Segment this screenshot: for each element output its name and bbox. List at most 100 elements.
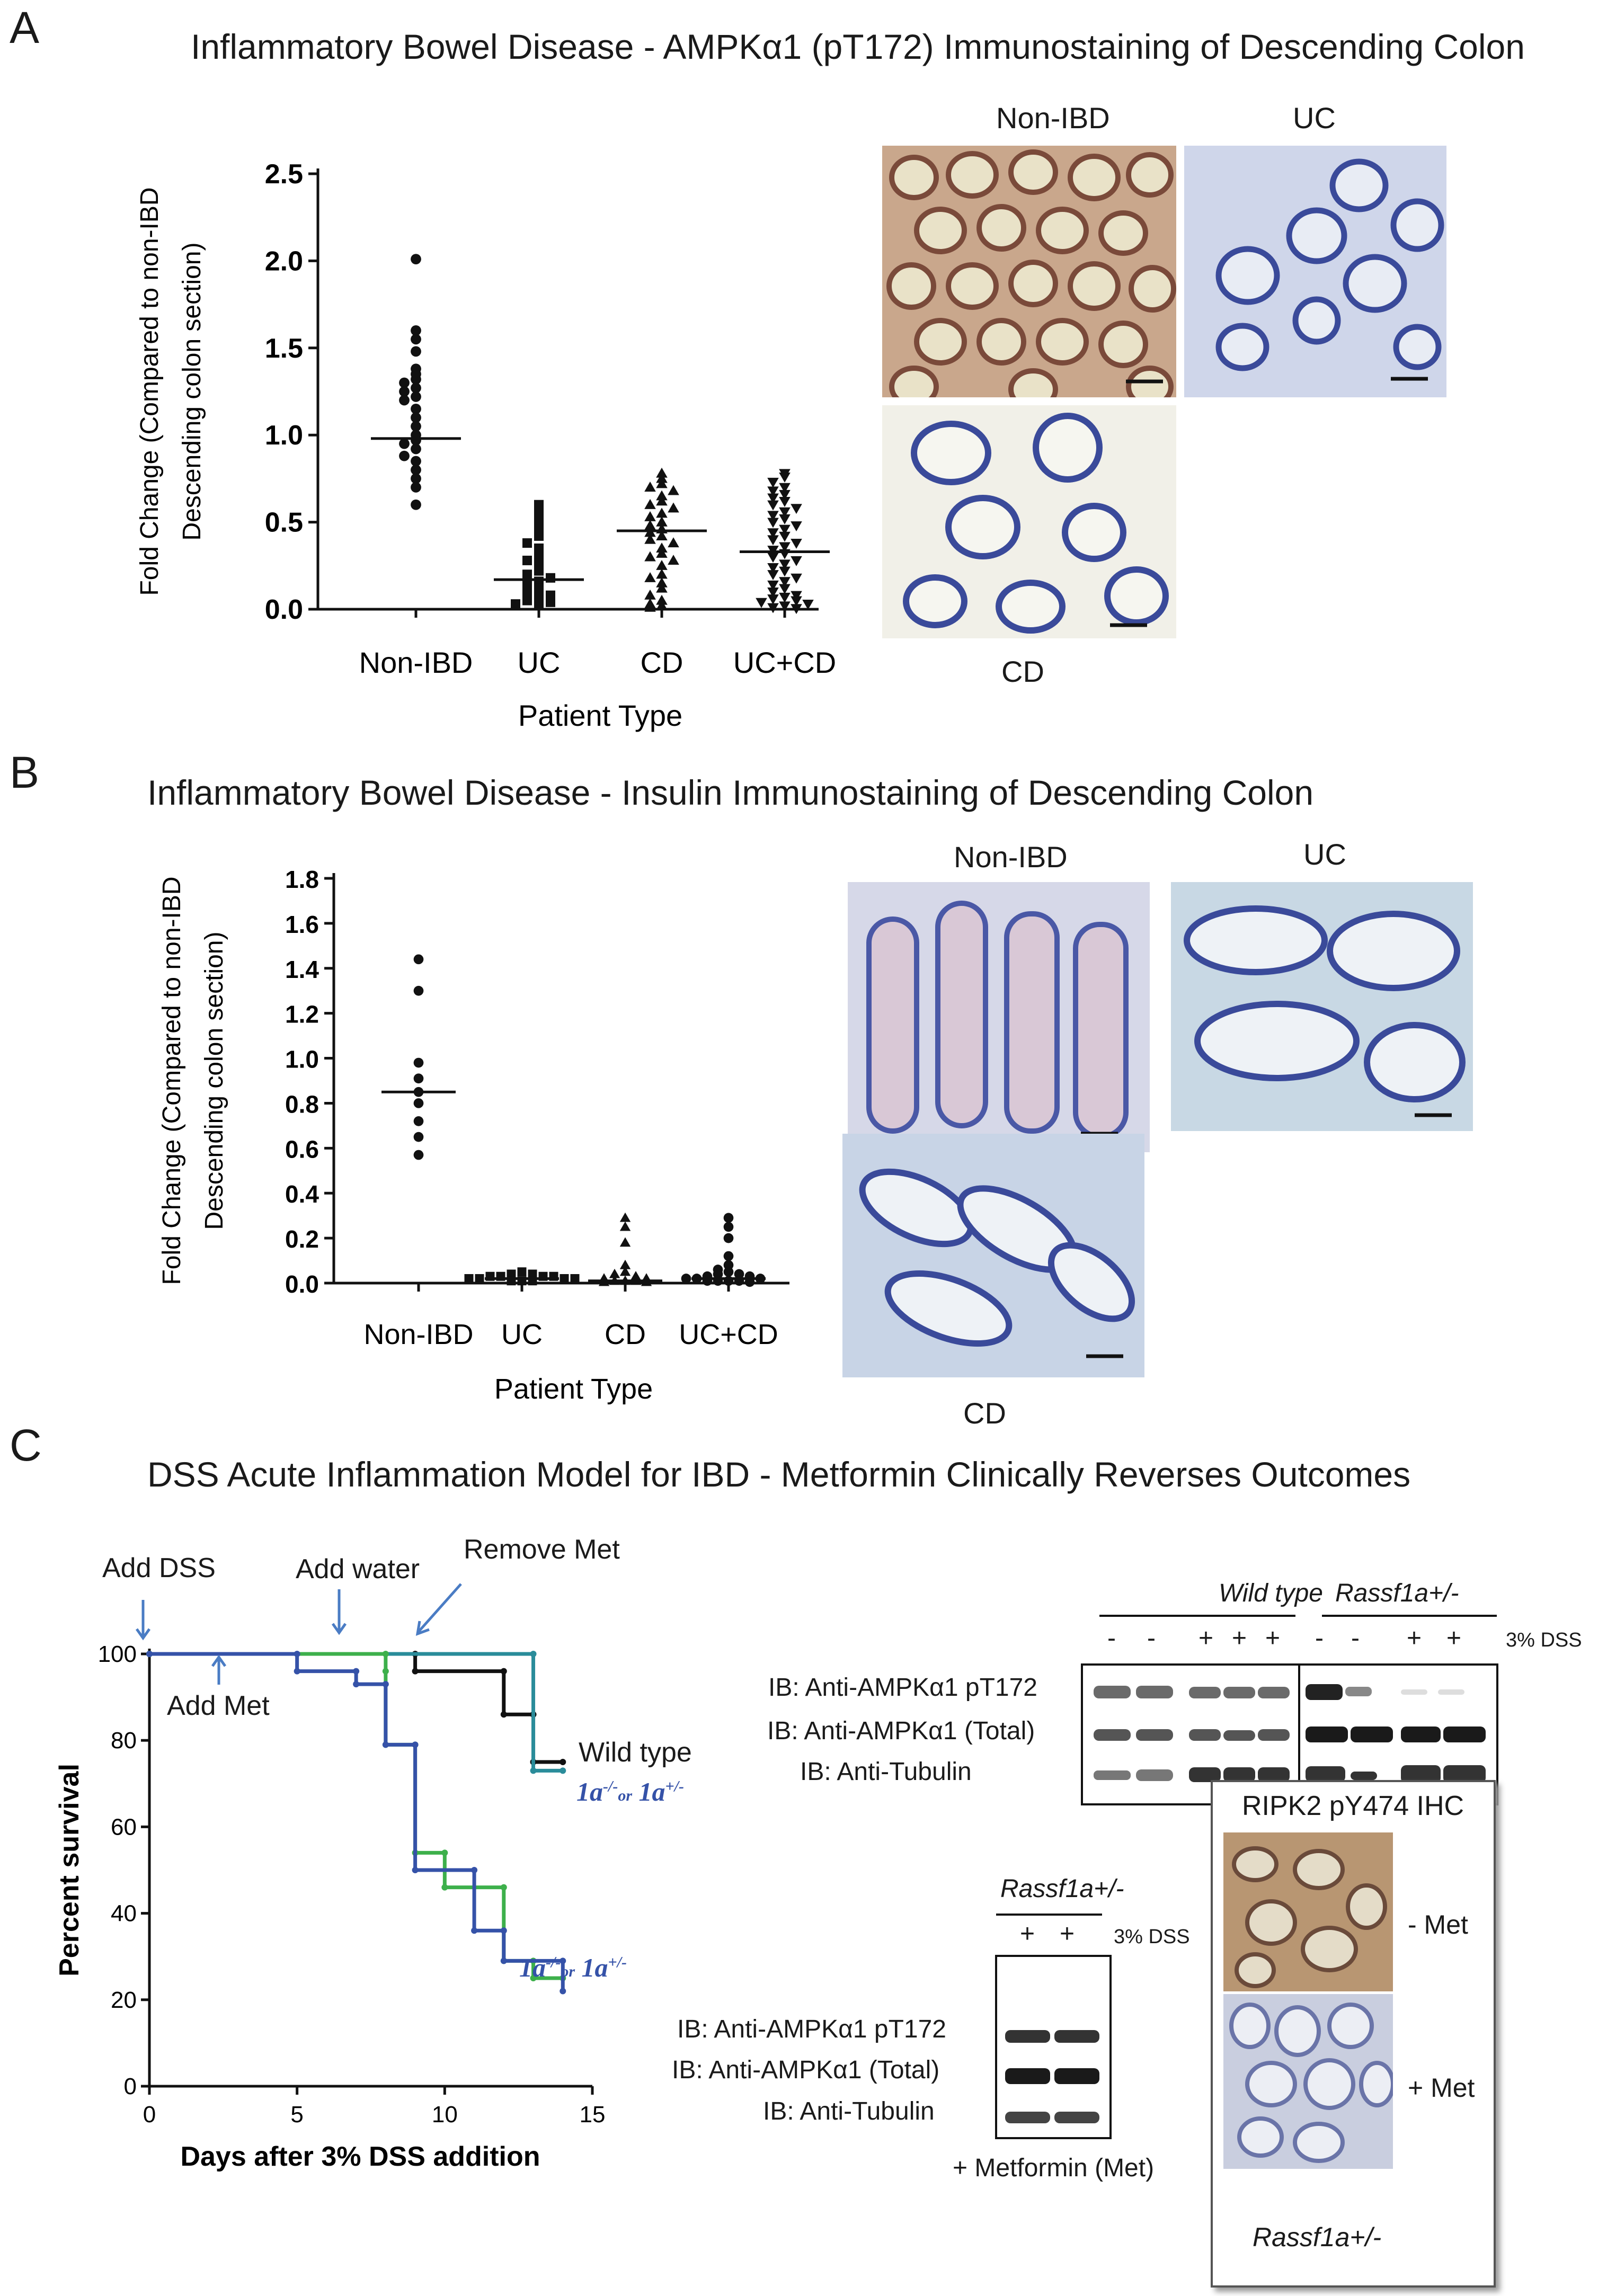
lane-sign: + [1265,1624,1281,1652]
data-point [546,597,555,607]
y-tick-label: 0.4 [285,1180,319,1208]
data-point [619,1266,631,1276]
data-point [723,1233,734,1243]
data-point [534,531,544,541]
data-point [767,553,779,563]
panel-label-a: A [10,3,40,52]
data-point [522,555,532,565]
lane-sign: + [1446,1624,1462,1652]
data-point [681,1274,691,1284]
western-top-group-line-rassf [1322,1615,1497,1617]
data-point [656,490,668,501]
chart-a: 0.0 0.5 1.0 1.5 2.0 2.5 Non-IBD UC CD UC+CD Patien… [136,159,836,732]
survival-point [382,1651,389,1657]
lane-sign: + [1198,1624,1214,1652]
survival-point [353,1668,360,1675]
histology-image-uc-a [1184,146,1446,397]
data-point [411,403,421,414]
data-point [411,473,421,484]
data-point [791,596,802,607]
x-tick-label: CD [641,646,683,679]
data-point [411,456,421,467]
series-non-ibd [381,954,456,1160]
data-point [534,566,544,576]
data-point [656,516,668,527]
data-point [411,499,421,510]
western-top-group-line-wt [1099,1615,1295,1617]
x-tick-label: Non-IBD [359,646,473,679]
data-point [534,601,544,611]
data-point [644,533,656,544]
panel-label-c: C [10,1420,42,1470]
legend-knockout-top-prefix: 1a [576,1777,603,1806]
data-point [609,1268,620,1278]
y-axis-label: Descending colon section) [200,932,228,1230]
image-label-cd-b: CD [963,1396,1006,1430]
series-cd [588,1212,662,1286]
legend-knockout-bottom-sup2: +/- [608,1953,627,1971]
legend-knockout-bottom-prefix: 1a [519,1953,546,1982]
data-point [656,542,668,553]
series-non-ibd [371,254,461,510]
annotation-arrows [135,1583,462,1685]
image-label-cd-a: CD [1001,655,1044,688]
data-point [767,500,779,511]
y-tick-label: 0.0 [285,1270,319,1298]
y-tick-label: 1.5 [265,333,303,364]
data-point [779,566,791,577]
x-tick-label: 15 [580,2102,606,2128]
data-point [779,592,791,603]
western-top-lane-signs: - - + + + - - + + [1081,1624,1494,1656]
data-point [656,508,668,518]
data-point [413,1116,424,1126]
chart-c: 0 20 40 60 80 100 0 5 10 15 Days after 3% DSS addi… [54,1583,606,2172]
data-point [656,547,668,558]
data-point [791,556,802,566]
data-point [522,595,532,606]
survival-point [560,1767,566,1774]
data-point [656,600,668,610]
legend-knockout-top-sup1: -/- [603,1777,618,1795]
image-label-non-ibd-b: Non-IBD [954,840,1068,874]
series-cd [617,467,707,612]
data-point [413,1132,424,1142]
data-point [779,483,791,493]
ihc-label-minus-met: - Met [1408,1910,1468,1939]
data-point [656,473,668,483]
panel-label-b: B [10,747,40,797]
x-tick-label: Non-IBD [363,1319,473,1350]
data-point [723,1267,734,1277]
data-point [399,450,410,461]
data-point [779,531,791,542]
data-point [656,478,668,488]
legend-wild-type: Wild type [579,1737,692,1768]
data-point [656,582,668,593]
x-tick-label: CD [605,1319,646,1350]
series-uc [494,500,584,611]
survival-point [471,1927,478,1934]
data-point [668,537,679,548]
survival-point [412,1741,419,1748]
data-point [767,477,779,488]
survival-point [500,1668,507,1675]
y-tick-label: 0 [124,2073,137,2099]
data-point [779,584,791,594]
y-tick-label: 60 [111,1814,137,1840]
survival-point [500,1957,507,1964]
survival-series-3 [146,1651,566,1995]
data-point [767,528,779,539]
lane-sign: - [1147,1624,1156,1652]
x-tick-label: UC+CD [679,1319,778,1350]
y-tick-label: 1.6 [285,911,319,938]
data-point [644,551,656,562]
y-tick-label: 1.2 [285,1001,319,1028]
x-tick-label: UC+CD [733,646,836,679]
survival-point [353,1681,360,1688]
y-tick-label: 0.5 [265,508,303,538]
data-point [399,395,410,406]
y-axis-label: Fold Change (Compared to non-IBD [158,876,186,1285]
data-point [399,377,410,388]
histology-image-uc-b [1171,882,1473,1131]
ihc-genotype: Rassf1a+/- [1253,2222,1382,2252]
data-point [522,587,532,597]
